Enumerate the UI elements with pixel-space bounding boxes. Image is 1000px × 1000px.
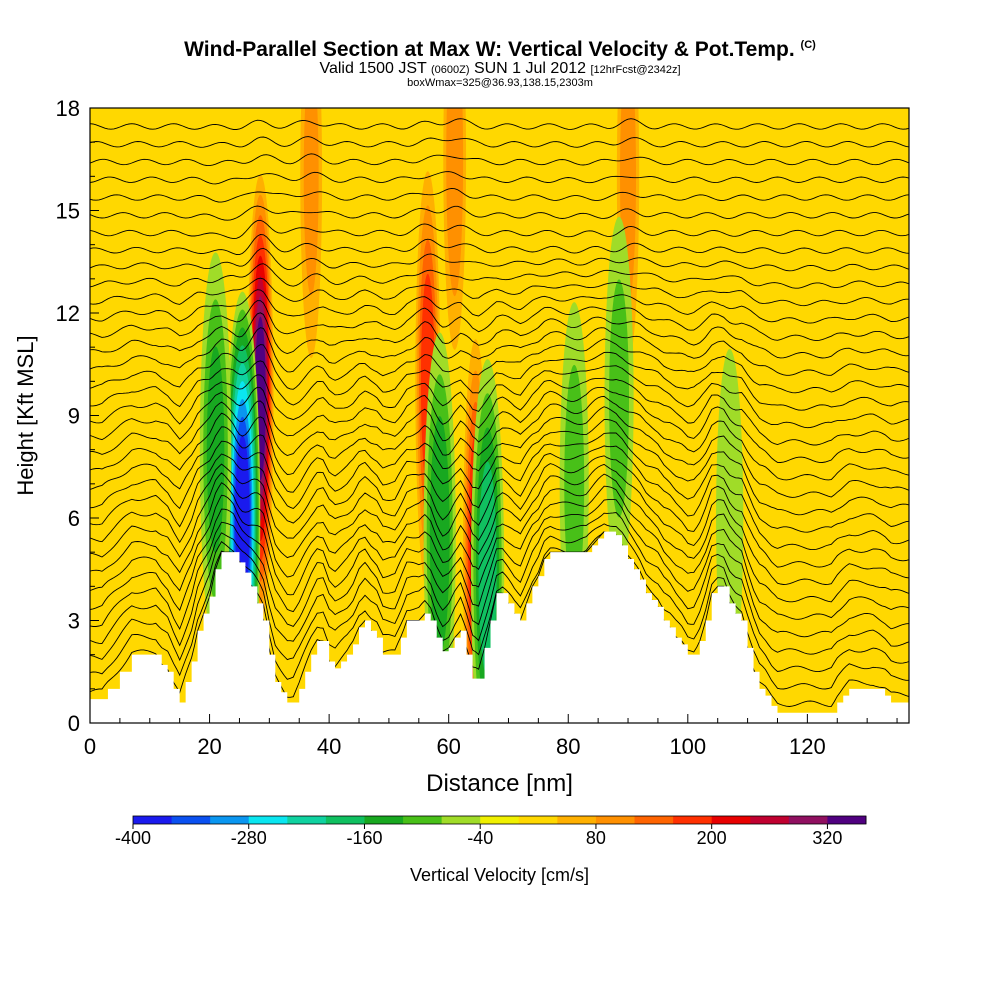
- isentrope-25: [90, 247, 909, 272]
- isentrope-3: [90, 512, 909, 655]
- y-axis-label: Height [Kft MSL]: [13, 335, 38, 495]
- colorbar-label: Vertical Velocity [cm/s]: [410, 865, 589, 885]
- y-tick-label-15: 15: [56, 199, 80, 224]
- x-tick-label-120: 120: [789, 734, 826, 759]
- colorbar-swatch-16: [750, 816, 790, 824]
- velocity-core-4-level-1: [446, 108, 464, 297]
- isentrope-14: [90, 386, 909, 463]
- y-tick-label-6: 6: [68, 506, 80, 531]
- colorbar-tick-label--40: -40: [467, 828, 493, 848]
- valid-utc: (0600Z): [430, 64, 470, 76]
- x-tick-label-20: 20: [197, 734, 221, 759]
- isentrope-23: [90, 277, 909, 307]
- isentropes: [90, 118, 909, 707]
- valid-time-line: Valid 1500 JST (0600Z) SUN 1 Jul 2012 [1…: [0, 60, 1000, 78]
- colorbar-tick-label-320: 320: [812, 828, 842, 848]
- y-tick-label-0: 0: [68, 711, 80, 736]
- colorbar-swatch-13: [634, 816, 674, 824]
- colorbar: -400 -280 -160 -40 80 200 320 Vertical Velocity…: [115, 815, 867, 885]
- colorbar-swatch-10: [518, 816, 558, 824]
- isentrope-11: [90, 419, 909, 516]
- chart-title: Wind-Parallel Section at Max W: Vertical…: [0, 38, 1000, 62]
- chart-title-text: Wind-Parallel Section at Max W: Vertical…: [184, 38, 795, 61]
- colorbar-swatch-11: [557, 816, 597, 824]
- isentrope-20: [90, 312, 909, 359]
- isentrope-21: [90, 300, 909, 342]
- isentrope-13: [90, 395, 909, 481]
- y-tick-label-9: 9: [68, 404, 80, 429]
- x-tick-label-100: 100: [669, 734, 706, 759]
- isentrope-4: [90, 498, 909, 638]
- isentrope-15: [90, 377, 909, 446]
- isentrope-16: [90, 365, 909, 429]
- colorbar-tick-label--160: -160: [346, 828, 382, 848]
- colorbar-tick-label--280: -280: [231, 828, 267, 848]
- valid-prefix: Valid 1500 JST: [319, 60, 427, 77]
- colorbar-swatch-17: [788, 816, 828, 824]
- isentrope-19: [90, 327, 909, 376]
- isentrope-30: [90, 171, 909, 185]
- isentrope-5: [90, 485, 909, 620]
- colorbar-swatch-12: [595, 816, 636, 824]
- colorbar-swatch-14: [673, 816, 713, 824]
- x-axis-label: Distance [nm]: [426, 770, 573, 797]
- isentrope-12: [90, 406, 909, 498]
- isentrope-26: [90, 234, 909, 256]
- x-tick-label-80: 80: [556, 734, 580, 759]
- colorbar-swatch-15: [711, 816, 751, 824]
- isentrope-6: [90, 473, 909, 603]
- colorbar-swatch-3: [248, 816, 288, 824]
- isentrope-18: [90, 338, 909, 394]
- colorbar-swatch-1: [171, 816, 211, 824]
- x-tick-label-40: 40: [317, 734, 341, 759]
- isentrope-32: [90, 136, 909, 148]
- isentrope-10: [90, 432, 909, 533]
- forecast-info: [12hrFcst@2342z]: [590, 64, 681, 76]
- y-tick-label-3: 3: [68, 609, 80, 634]
- y-tick-label-18: 18: [56, 96, 80, 121]
- isentrope-17: [90, 351, 909, 411]
- isentrope-7: [90, 463, 909, 585]
- colorbar-swatch-18: [827, 816, 867, 824]
- colorbar-swatch-4: [287, 816, 327, 824]
- colorbar-tick-label--400: -400: [115, 828, 151, 848]
- isentrope-33: [90, 118, 909, 130]
- isentrope-24: [90, 263, 909, 289]
- isentrope-29: [90, 187, 909, 203]
- y-tick-label-12: 12: [56, 301, 80, 326]
- colorbar-tick-label-80: 80: [586, 828, 606, 848]
- terrain: [90, 531, 909, 723]
- colorbar-swatch-8: [441, 816, 481, 824]
- x-tick-label-60: 60: [436, 734, 460, 759]
- isentrope-9: [90, 445, 909, 551]
- isentrope-27: [90, 219, 909, 240]
- isentrope-28: [90, 205, 909, 221]
- x-tick-label-0: 0: [84, 734, 96, 759]
- colorbar-swatch-6: [364, 816, 404, 824]
- colorbar-tick-label-200: 200: [697, 828, 727, 848]
- isentrope-2: [90, 523, 909, 673]
- box-info: boxWmax=325@36.93,138.15,2303m: [407, 77, 593, 89]
- valid-date: SUN 1 Jul 2012: [473, 60, 587, 77]
- colorbar-swatch-0: [133, 816, 173, 824]
- isentrope-8: [90, 455, 909, 568]
- isentrope-31: [90, 153, 909, 167]
- copyright-mark: (C): [800, 39, 816, 51]
- colorbar-frame: [132, 815, 867, 825]
- colorbar-swatch-2: [210, 816, 250, 824]
- colorbar-swatch-5: [325, 816, 365, 824]
- isentrope-22: [90, 289, 909, 324]
- velocity-core-10-level-1: [609, 279, 630, 518]
- colorbar-swatch-9: [480, 816, 520, 824]
- colorbar-swatch-7: [403, 816, 443, 824]
- axes: 0 20 40 60 80 100 120 0 3 6 9 12 15 18 Distance [nm] He…: [13, 96, 898, 797]
